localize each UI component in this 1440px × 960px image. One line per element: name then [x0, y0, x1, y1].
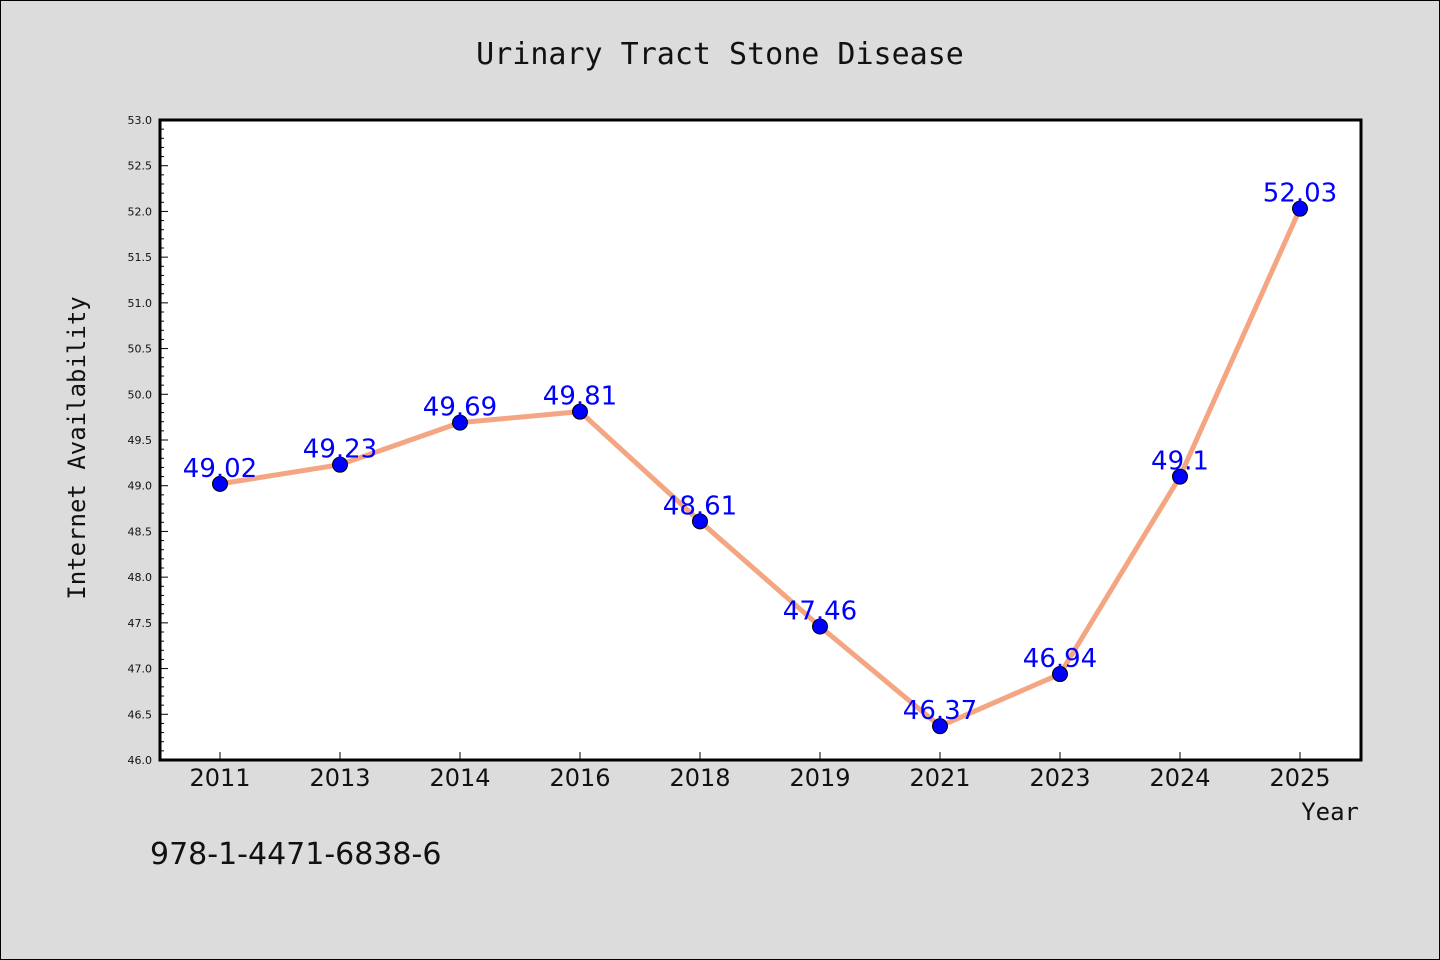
- y-tick-label: 49.0: [128, 480, 153, 493]
- data-label: 49.69: [423, 393, 497, 423]
- plot-area: [158, 118, 1363, 762]
- data-point: [932, 718, 948, 735]
- data-point: [332, 456, 348, 473]
- data-point: [812, 618, 828, 635]
- x-tick-label: 2013: [309, 764, 370, 792]
- x-tick-label: 2023: [1029, 764, 1090, 792]
- x-tick-label: 2024: [1149, 764, 1210, 792]
- x-tick-label: 2019: [789, 764, 850, 792]
- data-label: 52.03: [1263, 179, 1337, 209]
- data-label: 49.1: [1151, 447, 1209, 477]
- y-tick-label: 53.0: [128, 114, 153, 127]
- x-tick-label: 2021: [909, 764, 970, 792]
- y-tick-label: 50.5: [128, 343, 153, 356]
- data-point: [212, 475, 228, 492]
- x-tick-label: 2011: [189, 764, 250, 792]
- y-tick-label: 49.5: [128, 434, 153, 447]
- data-label: 47.46: [783, 597, 857, 627]
- data-point: [1052, 666, 1068, 683]
- data-label: 46.94: [1023, 644, 1097, 674]
- y-tick-label: 52.0: [128, 205, 153, 218]
- data-point: [692, 513, 708, 530]
- data-point: [572, 403, 588, 420]
- data-label: 49.23: [303, 435, 377, 465]
- y-tick-label: 51.0: [128, 297, 153, 310]
- series-polyline: [219, 207, 1303, 729]
- x-axis: 2011 2013 2014 2016 2018 2019 2021 2023 2024 2025: [189, 752, 1331, 792]
- y-tick-label: 47.5: [128, 617, 153, 630]
- x-tick-label: 2014: [429, 764, 490, 792]
- y-tick-label: 52.5: [128, 160, 153, 173]
- series-line: [219, 207, 1303, 729]
- data-point: [452, 414, 468, 431]
- y-tick-label: 50.0: [128, 388, 153, 401]
- data-point: [1172, 468, 1188, 485]
- y-axis: 46.0 46.5 47.0 47.5 48.0 48.5 49.0 49.5 50.0 50.5…: [128, 114, 168, 767]
- y-tick-label: 48.5: [128, 525, 153, 538]
- y-axis-label: Internet Availability: [63, 296, 91, 599]
- data-label: 46.37: [903, 696, 977, 726]
- series-points: [212, 200, 1308, 735]
- y-tick-label: 46.0: [128, 754, 153, 767]
- data-label: 49.81: [543, 382, 617, 412]
- x-tick-label: 2018: [669, 764, 730, 792]
- chart-title: Urinary Tract Stone Disease: [476, 37, 964, 72]
- isbn-text: 978-1-4471-6838-6: [150, 837, 441, 872]
- y-tick-label: 48.0: [128, 571, 153, 584]
- data-label: 49.02: [183, 454, 257, 484]
- data-labels: 49.02 49.23 49.69 49.81 48.61 47.46 46.37 46.94…: [183, 179, 1337, 726]
- y-tick-label: 47.0: [128, 663, 153, 676]
- y-tick-label: 51.5: [128, 251, 153, 264]
- x-tick-label: 2025: [1269, 764, 1330, 792]
- x-tick-label: 2016: [549, 764, 610, 792]
- x-axis-label: Year: [1301, 798, 1359, 826]
- data-label: 48.61: [663, 491, 737, 521]
- data-point: [1292, 200, 1308, 217]
- y-tick-label: 46.5: [128, 708, 153, 721]
